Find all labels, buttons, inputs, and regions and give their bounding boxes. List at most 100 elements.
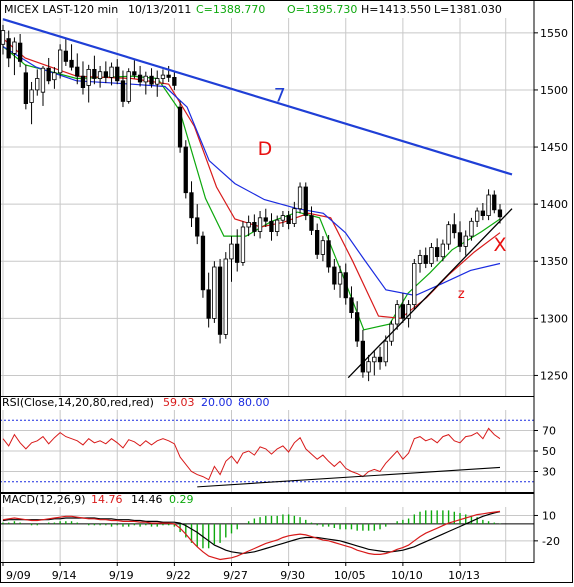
price-tick-label: 1350 bbox=[540, 255, 568, 268]
candle-body bbox=[149, 75, 154, 85]
candle-body bbox=[314, 229, 320, 255]
candle-body bbox=[120, 80, 126, 102]
candle-body bbox=[172, 77, 177, 86]
macd-value-hist: 0.29 bbox=[169, 493, 194, 506]
candle-body bbox=[200, 235, 206, 291]
candle-body bbox=[360, 340, 366, 373]
candle-body bbox=[58, 49, 63, 74]
rsi-title: RSI(Close,14,20,80,red,red) bbox=[2, 396, 154, 409]
candle-body bbox=[263, 217, 268, 222]
candle-body bbox=[166, 74, 171, 78]
candle-body bbox=[480, 210, 486, 216]
x-tick-label: 9/19 bbox=[109, 569, 134, 582]
candle-body bbox=[86, 69, 91, 86]
candle-body bbox=[252, 221, 257, 232]
x-tick-label: 10/05 bbox=[334, 569, 366, 582]
candle-body bbox=[223, 258, 228, 335]
candle-body bbox=[383, 340, 388, 363]
candle-body bbox=[452, 224, 457, 234]
candle-body bbox=[303, 186, 308, 216]
rsi-value-current: 59.03 bbox=[163, 396, 195, 409]
candle-body bbox=[160, 74, 166, 79]
candle-body bbox=[429, 247, 434, 264]
candle-body bbox=[35, 78, 40, 91]
chart-date: 10/13/2011 bbox=[128, 3, 191, 16]
candle-body bbox=[12, 41, 17, 54]
candle-body bbox=[400, 304, 406, 319]
candle-body bbox=[75, 66, 80, 77]
candle-body bbox=[52, 72, 57, 81]
candle-body bbox=[274, 219, 280, 232]
chart-low: L=1381.030 bbox=[434, 3, 502, 16]
rsi-tick-label: 70 bbox=[542, 425, 556, 438]
candle-body bbox=[292, 208, 297, 224]
candle-body bbox=[132, 71, 137, 76]
candle-body bbox=[234, 243, 240, 263]
candle-body bbox=[280, 215, 286, 221]
chart-high: H=1413.550 bbox=[361, 3, 431, 16]
annotation-label: D bbox=[258, 138, 273, 160]
price-tick-label: 1250 bbox=[540, 369, 568, 382]
rsi-trendline bbox=[197, 466, 501, 488]
candle-body bbox=[326, 240, 331, 268]
candle-body bbox=[246, 221, 251, 228]
candle-body bbox=[0, 30, 6, 45]
macd-panel bbox=[0, 510, 534, 561]
candle-body bbox=[377, 356, 383, 363]
candle-body bbox=[115, 66, 120, 82]
candle-body bbox=[269, 220, 274, 233]
candle-body bbox=[217, 266, 223, 335]
chart-close: C=1388.770 bbox=[196, 3, 265, 16]
candle-body bbox=[366, 361, 371, 373]
chart-symbol: MICEX LAST-120 min bbox=[4, 3, 118, 16]
price-tick-label: 1550 bbox=[540, 27, 568, 40]
candle-body bbox=[297, 186, 303, 210]
candle-body bbox=[240, 226, 246, 263]
x-tick-label: 9/09 bbox=[6, 569, 31, 582]
candle-body bbox=[229, 243, 234, 260]
price-tick-label: 1450 bbox=[540, 141, 568, 154]
candle-body bbox=[337, 272, 343, 285]
macd-line-macd bbox=[2, 510, 501, 561]
candle-body bbox=[349, 297, 354, 313]
candle-body bbox=[143, 75, 148, 83]
rsi-value-upper: 80.00 bbox=[238, 396, 270, 409]
macd-tick-label: 10 bbox=[542, 509, 556, 522]
rsi-tick-label: 30 bbox=[542, 466, 556, 479]
x-tick-label: 9/14 bbox=[52, 569, 77, 582]
candle-body bbox=[6, 38, 11, 59]
x-tick-label: 10/10 bbox=[391, 569, 423, 582]
candle-body bbox=[195, 217, 200, 237]
candle-body bbox=[137, 74, 143, 83]
candle-body bbox=[257, 217, 263, 232]
candle-body bbox=[463, 235, 468, 247]
candle-body bbox=[492, 194, 497, 211]
grid-layer bbox=[0, 18, 534, 562]
chart-open: O=1395.730 bbox=[287, 3, 357, 16]
candle-body bbox=[423, 255, 428, 264]
candle-body bbox=[434, 247, 440, 258]
candle-body bbox=[189, 192, 194, 219]
candle-body bbox=[440, 243, 446, 258]
candle-body bbox=[446, 224, 451, 245]
candle-body bbox=[412, 263, 417, 305]
candle-body bbox=[332, 266, 337, 285]
macd-tick-label: -20 bbox=[542, 535, 560, 548]
candle-body bbox=[309, 215, 314, 231]
macd-value-macd: 14.76 bbox=[91, 493, 123, 506]
candle-body bbox=[23, 72, 29, 105]
candle-body bbox=[17, 42, 23, 62]
candle-body bbox=[486, 194, 491, 217]
price-panel: 7 D Xz bbox=[0, 18, 513, 382]
candle-body bbox=[63, 50, 68, 62]
candle-body bbox=[286, 215, 291, 225]
x-tick-label: 10/13 bbox=[448, 569, 480, 582]
candle-body bbox=[92, 69, 97, 79]
x-tick-label: 9/22 bbox=[166, 569, 191, 582]
candle-body bbox=[206, 289, 211, 319]
candle-body bbox=[394, 304, 400, 325]
macd-value-signal: 14.46 bbox=[131, 493, 163, 506]
